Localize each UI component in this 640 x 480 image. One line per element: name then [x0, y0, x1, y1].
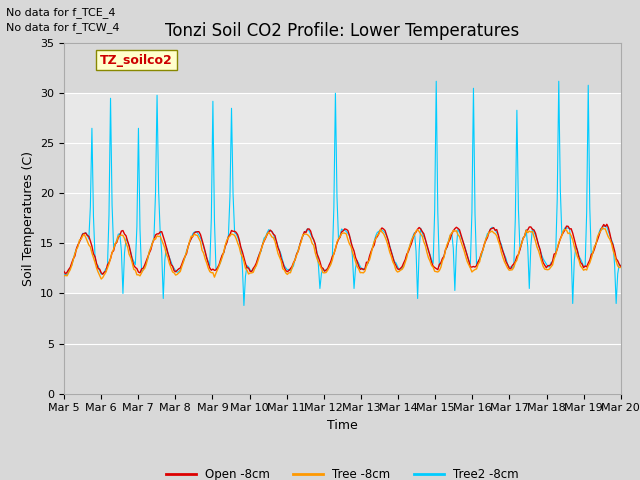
Title: Tonzi Soil CO2 Profile: Lower Temperatures: Tonzi Soil CO2 Profile: Lower Temperatur… [165, 22, 520, 40]
Text: No data for f_TCW_4: No data for f_TCW_4 [6, 22, 120, 33]
Text: No data for f_TCE_4: No data for f_TCE_4 [6, 7, 116, 18]
Text: TZ_soilco2: TZ_soilco2 [100, 54, 173, 67]
Legend: Open -8cm, Tree -8cm, Tree2 -8cm: Open -8cm, Tree -8cm, Tree2 -8cm [161, 463, 524, 480]
X-axis label: Time: Time [327, 419, 358, 432]
Bar [64, 93, 621, 293]
Y-axis label: Soil Temperatures (C): Soil Temperatures (C) [22, 151, 35, 286]
